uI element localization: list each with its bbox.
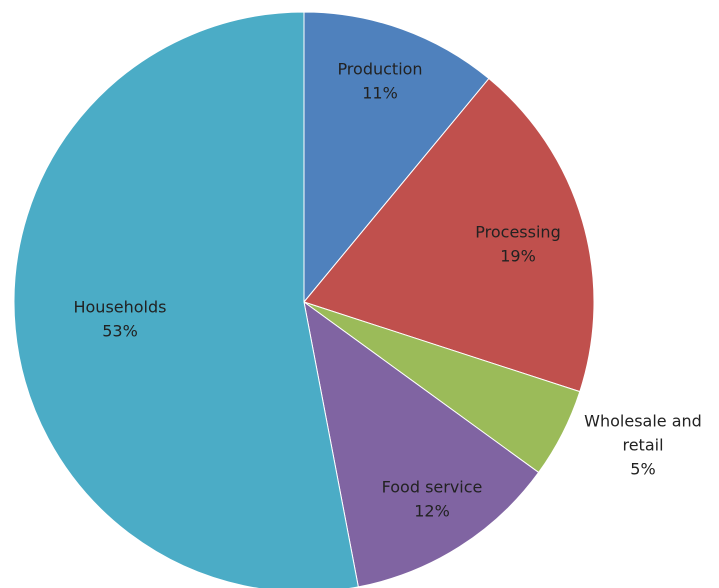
data-label-category: Processing xyxy=(475,223,560,242)
pie-slices xyxy=(13,11,595,588)
data-label-production: Production 11% xyxy=(337,60,422,103)
slice-households xyxy=(13,11,359,588)
data-label-value: 11% xyxy=(362,84,398,103)
data-label-category: retail xyxy=(622,436,663,455)
data-label-value: 53% xyxy=(102,322,138,341)
data-label-category: Food service xyxy=(382,478,483,497)
data-label-value: 19% xyxy=(500,247,536,266)
data-label-category: Production xyxy=(337,60,422,79)
data-label-processing: Processing 19% xyxy=(475,223,560,266)
data-label-category: Households xyxy=(73,298,166,317)
data-label-category: Wholesale and xyxy=(584,412,702,431)
data-label-food-service: Food service 12% xyxy=(382,478,483,521)
data-label-value: 12% xyxy=(414,502,450,521)
slice-processing xyxy=(303,77,595,393)
slice-production xyxy=(303,11,490,304)
data-label-value: 5% xyxy=(630,460,655,479)
data-label-households: Households 53% xyxy=(73,298,166,341)
pie-data-labels: Production 11% Processing 19% Wholesale and r… xyxy=(73,60,701,521)
data-label-wholesale-and-retail: Wholesale and retail 5% xyxy=(584,412,702,479)
slice-food-service xyxy=(303,300,540,588)
